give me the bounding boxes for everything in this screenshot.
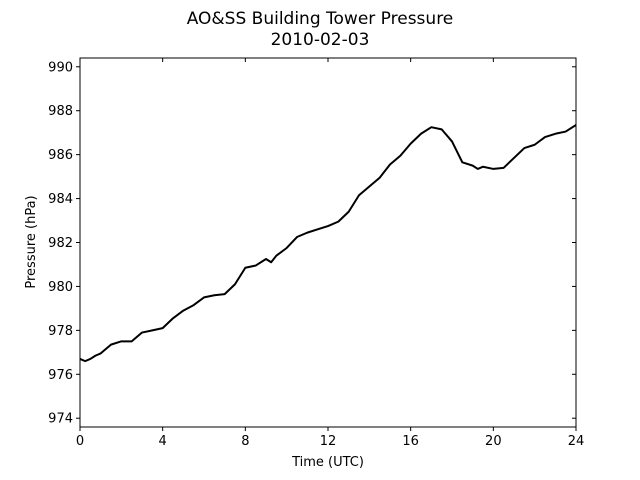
- y-tick-label: 974: [48, 412, 73, 427]
- y-tick-label: 976: [48, 368, 73, 383]
- y-tick-label: 982: [48, 236, 73, 251]
- x-tick-label: 16: [402, 434, 419, 449]
- x-tick-label: 0: [76, 434, 84, 449]
- x-tick-label: 4: [159, 434, 167, 449]
- y-axis-label: Pressure (hPa): [24, 195, 39, 288]
- y-tick-label: 978: [48, 324, 73, 339]
- axis-tick-labels: 0 4 8 12 16 20 24 974 976 978 980 982 984 986 988 990: [48, 60, 584, 449]
- chart-subtitle: 2010-02-03: [271, 30, 370, 50]
- pressure-series-line: [79, 124, 577, 363]
- axis-ticks: [76, 58, 577, 431]
- x-tick-label: 20: [485, 434, 502, 449]
- plot-frame: [79, 57, 577, 428]
- x-tick-label: 24: [568, 434, 585, 449]
- y-tick-label: 990: [48, 60, 73, 75]
- x-tick-label: 12: [320, 434, 337, 449]
- x-axis-label: Time (UTC): [291, 455, 364, 470]
- chart-title: AO&SS Building Tower Pressure: [187, 9, 454, 29]
- y-tick-label: 988: [48, 104, 73, 119]
- x-tick-label: 8: [241, 434, 249, 449]
- y-tick-label: 986: [48, 148, 73, 163]
- y-tick-label: 984: [48, 192, 73, 207]
- y-tick-label: 980: [48, 280, 73, 295]
